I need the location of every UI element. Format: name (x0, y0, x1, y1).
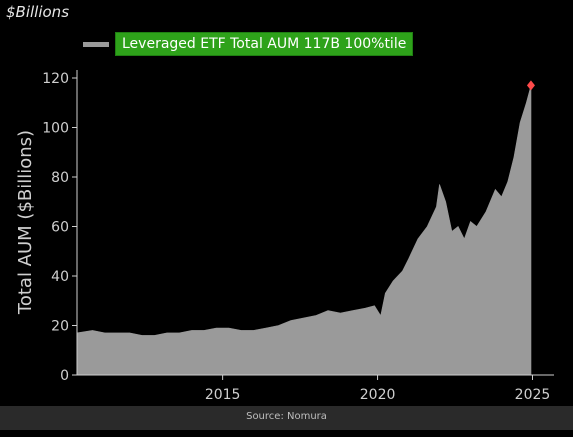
legend: Leveraged ETF Total AUM 117B 100%tile (83, 32, 414, 56)
plot-area: 0 20 40 60 80 100 120 2015 2020 2025 (42, 70, 554, 403)
y-tick-label: 0 (60, 368, 69, 384)
y-tick-label: 80 (51, 170, 69, 186)
y-tick-label: 20 (51, 319, 69, 335)
y-tick-label: 100 (42, 121, 69, 137)
source-bar: Source: Nomura (0, 406, 573, 430)
y-tick-label: 120 (42, 71, 69, 87)
aum-area-chart: Total AUM ($Billions) 0 20 40 60 80 100 120 201… (15, 70, 554, 403)
units-label: $Billions (6, 3, 70, 21)
peak-marker (526, 80, 535, 91)
y-axis-label: Total AUM ($Billions) (15, 130, 36, 315)
aum-area-series (76, 85, 532, 376)
legend-label: Leveraged ETF Total AUM 117B 100%tile (115, 32, 414, 56)
x-tick-label: 2015 (205, 387, 241, 403)
y-tick-label: 60 (51, 220, 69, 236)
source-text: Source: Nomura (246, 411, 327, 422)
legend-swatch (83, 41, 109, 47)
x-tick-label: 2020 (360, 387, 396, 403)
x-tick-label: 2025 (515, 387, 551, 403)
y-tick-label: 40 (51, 269, 69, 285)
